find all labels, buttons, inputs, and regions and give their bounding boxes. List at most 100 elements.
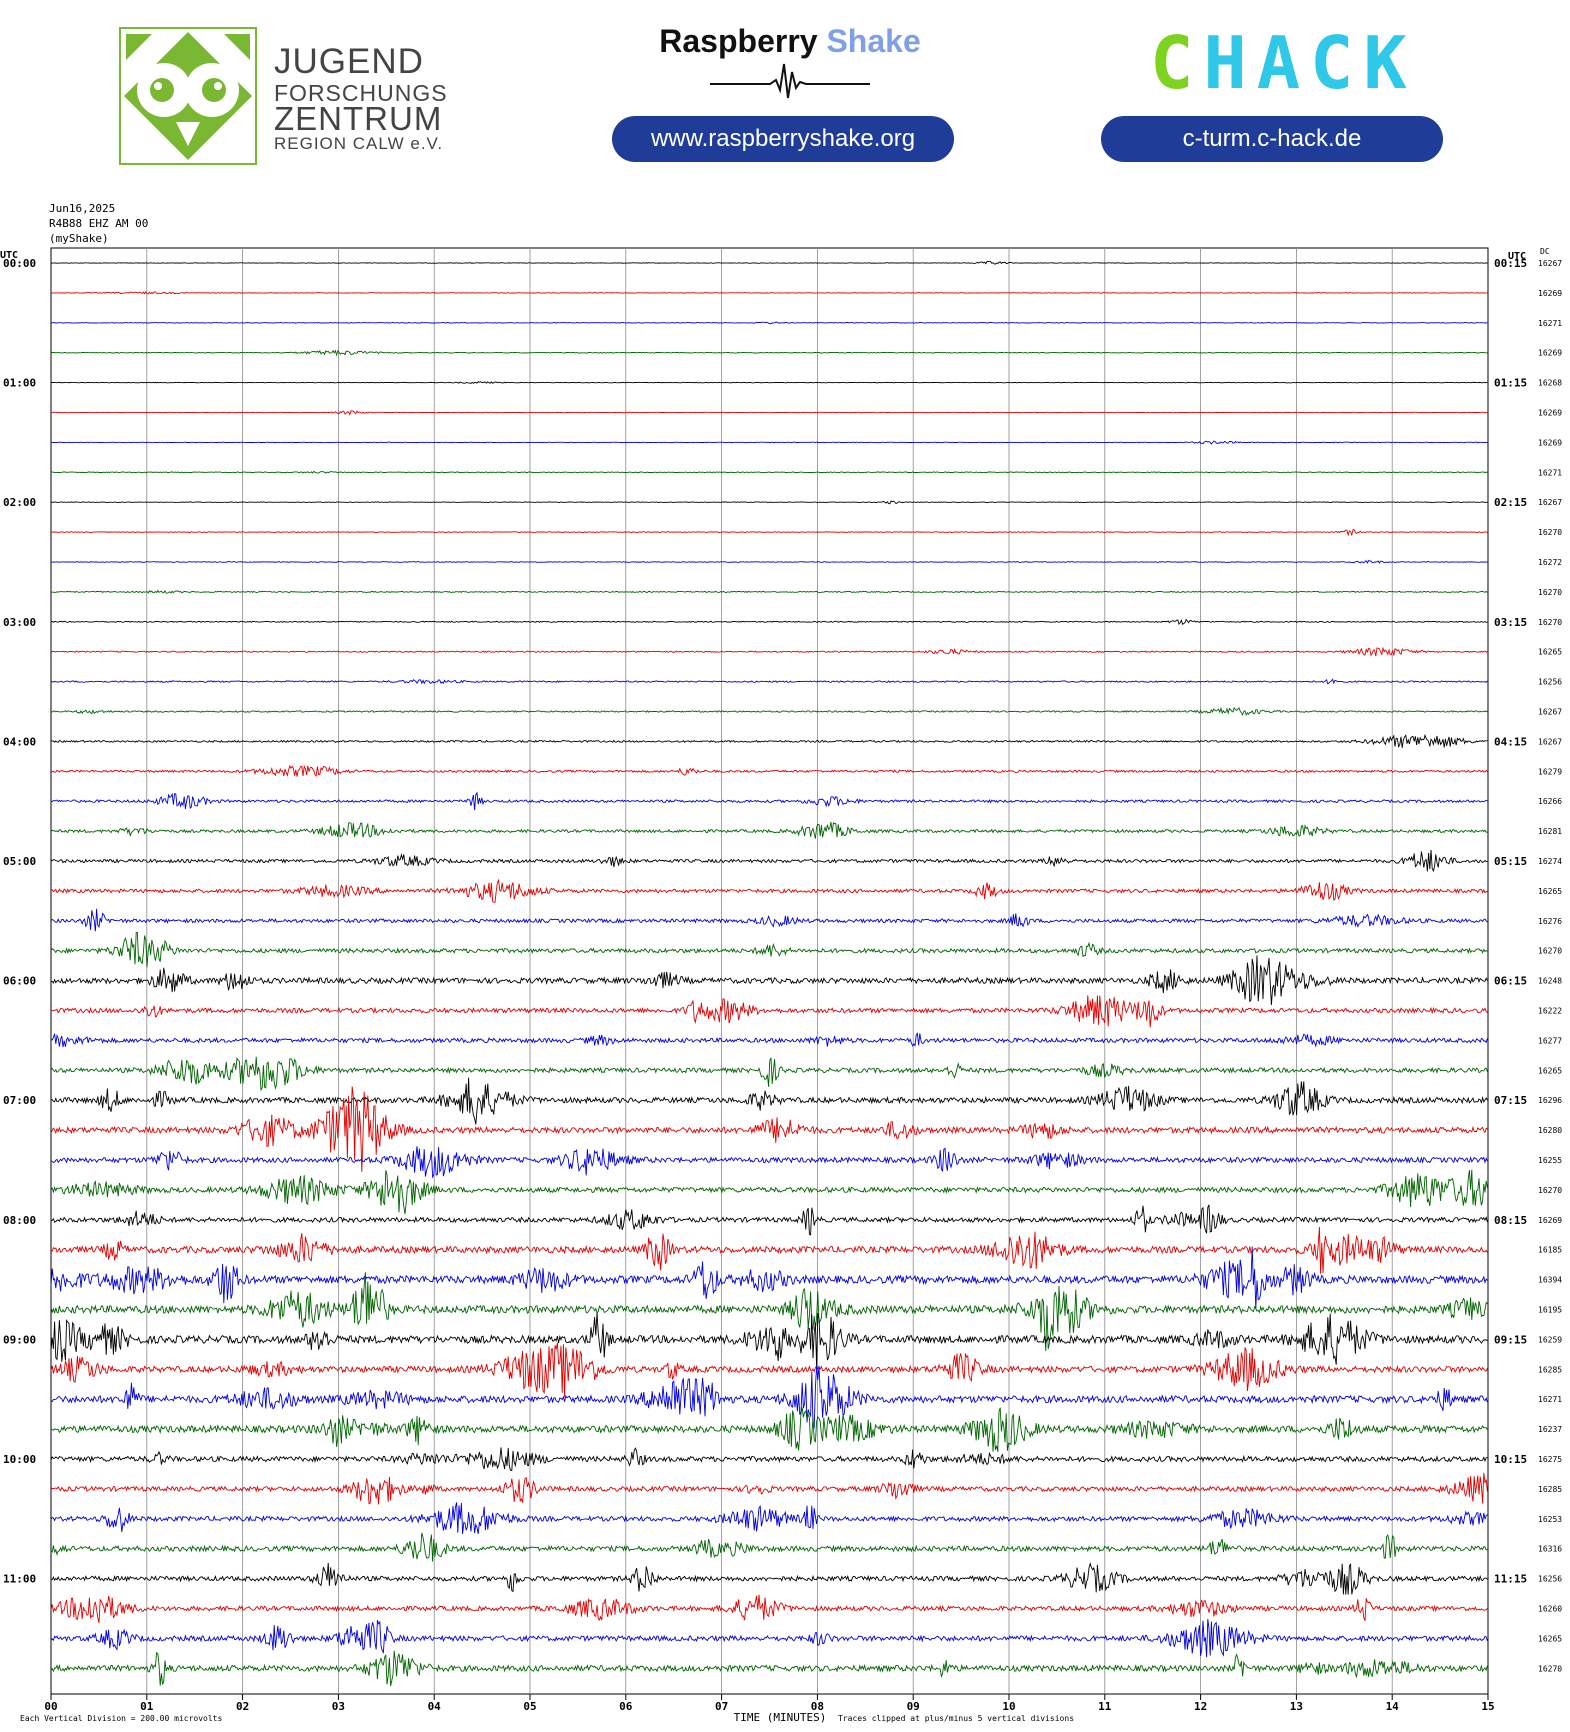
x-tick-label: 15 — [1481, 1700, 1494, 1713]
dc-offset-label: 16253 — [1538, 1515, 1562, 1524]
trace-line — [50, 1077, 1488, 1125]
trace-line — [50, 1562, 1488, 1595]
dc-offset-label: 16296 — [1538, 1096, 1562, 1105]
x-tick-label: 04 — [428, 1700, 442, 1713]
dc-offset-label: 16270 — [1538, 947, 1562, 956]
dc-offset-label: 16269 — [1538, 1216, 1562, 1225]
right-time-label: 08:15 — [1494, 1214, 1527, 1227]
dc-offset-label: 16266 — [1538, 797, 1562, 806]
dc-offset-label: 16270 — [1538, 1664, 1562, 1673]
right-time-label: 05:15 — [1494, 855, 1527, 868]
trace-line — [50, 1447, 1488, 1472]
trace-line — [50, 733, 1488, 748]
station-owner: (myShake) — [49, 232, 109, 245]
trace-line — [50, 995, 1488, 1028]
trace-line — [50, 1032, 1488, 1048]
left-time-label: 01:00 — [3, 377, 36, 390]
trace-line — [50, 1272, 1488, 1352]
dc-offset-label: 16285 — [1538, 1365, 1562, 1374]
right-time-label: 09:15 — [1494, 1333, 1527, 1346]
raspberry-shake-url-link[interactable]: www.raspberryshake.org — [612, 116, 954, 162]
dc-offset-label: 16394 — [1538, 1276, 1562, 1285]
trace-line — [50, 646, 1488, 657]
trace-line — [50, 1532, 1488, 1562]
trace-line — [50, 261, 1488, 265]
x-tick-label: 12 — [1194, 1700, 1207, 1713]
trace-line — [50, 1472, 1488, 1505]
trace-line — [51, 529, 1488, 537]
dc-offset-label: 16316 — [1538, 1545, 1562, 1554]
trace-line — [50, 1502, 1488, 1535]
x-tick-label: 02 — [236, 1700, 249, 1713]
trace-line — [50, 1204, 1488, 1236]
dc-offset-label: 16269 — [1538, 438, 1562, 447]
trace-line — [50, 410, 1488, 416]
left-time-label: 05:00 — [3, 855, 36, 868]
dc-offset-label: 16276 — [1538, 917, 1562, 926]
trace-line — [50, 821, 1488, 839]
right-time-label: 06:15 — [1494, 975, 1527, 988]
right-time-label: 00:15 — [1494, 257, 1527, 270]
trace-line — [50, 1342, 1488, 1398]
right-time-label: 11:15 — [1494, 1573, 1527, 1586]
chack-url-link[interactable]: c-turm.c-hack.de — [1101, 116, 1443, 162]
trace-line — [51, 589, 1488, 594]
seismogram-wave-icon — [710, 63, 870, 99]
jfz-line-3: ZENTRUM — [274, 100, 443, 137]
trace-line — [50, 791, 1488, 811]
dc-offset-label: 16270 — [1538, 1186, 1562, 1195]
x-tick-label: 07 — [715, 1700, 728, 1713]
x-tick-label: 10 — [1002, 1700, 1015, 1713]
dc-offset-label: 16259 — [1538, 1335, 1562, 1344]
trace-line — [50, 1086, 1488, 1172]
owl-logo-icon — [119, 27, 257, 165]
left-time-label: 06:00 — [3, 975, 36, 988]
dc-offset-label: 16222 — [1538, 1007, 1562, 1016]
dc-offset-label: 16185 — [1538, 1246, 1562, 1255]
right-axis-label: UTC — [1508, 251, 1526, 262]
jfz-line-2: FORSCHUNGS — [274, 80, 448, 106]
trace-line — [50, 440, 1488, 445]
jfz-line-4: REGION CALW e.V. — [274, 134, 444, 153]
trace-line — [50, 931, 1488, 968]
x-tick-label: 05 — [523, 1700, 536, 1713]
dc-offset-label: 16248 — [1538, 977, 1562, 986]
trace-line — [50, 618, 1488, 626]
dc-offset-label: 16265 — [1538, 1066, 1562, 1075]
dc-offset-label: 16280 — [1538, 1126, 1562, 1135]
left-time-label: 08:00 — [3, 1214, 36, 1227]
x-tick-label: 00 — [44, 1700, 57, 1713]
trace-line — [50, 878, 1488, 903]
left-time-label: 00:00 — [3, 257, 36, 270]
trace-line — [50, 1226, 1488, 1274]
raspberry-shake-wordmark: Raspberry Shake — [640, 22, 940, 60]
trace-line — [50, 764, 1488, 777]
jfz-line-1: JUGEND — [274, 42, 424, 81]
x-tick-label: 03 — [332, 1700, 345, 1713]
footer-left-note: Each Vertical Division = 200.00 microvol… — [20, 1714, 222, 1723]
trace-line — [50, 1146, 1488, 1179]
dc-offset-label: 16270 — [1538, 588, 1562, 597]
x-tick-label: 06 — [619, 1700, 633, 1713]
dc-offset-label: 16260 — [1538, 1605, 1562, 1614]
dc-offset-label: 16271 — [1538, 319, 1562, 328]
trace-line — [50, 500, 1488, 505]
dc-offset-label: 16274 — [1538, 857, 1562, 866]
trace-line — [50, 321, 1488, 325]
record-date: Jun16,2025 — [49, 202, 116, 215]
dc-offset-label: 16265 — [1538, 648, 1562, 657]
trace-line — [51, 291, 1488, 295]
dc-offset-label: 16267 — [1538, 498, 1562, 507]
dc-offset-label: 16281 — [1538, 827, 1562, 836]
left-axis-label: UTC — [0, 250, 18, 261]
dc-offset-label: 16272 — [1538, 558, 1562, 567]
x-tick-label: 11 — [1098, 1700, 1112, 1713]
chack-logo-text-1: C — [1150, 21, 1204, 105]
left-time-label: 07:00 — [3, 1094, 36, 1107]
dc-offset-label: 16267 — [1538, 708, 1562, 717]
dc-offset-label: 16269 — [1538, 409, 1562, 418]
dc-offset-label: 16267 — [1538, 737, 1562, 746]
trace-line — [50, 908, 1488, 932]
trace-line — [51, 381, 1488, 385]
